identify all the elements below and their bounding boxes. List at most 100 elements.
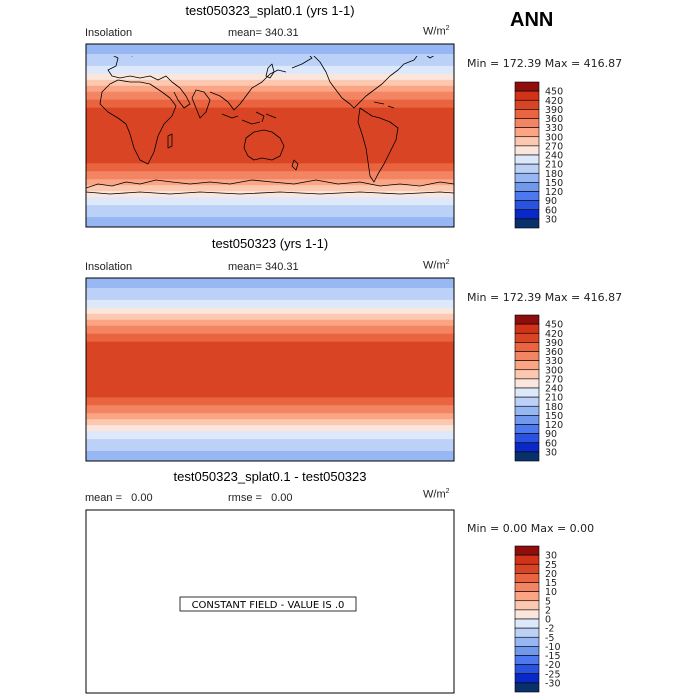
colorbar-label: 450: [545, 320, 563, 331]
insolation-band: [86, 215, 454, 218]
insolation-band: [86, 145, 454, 149]
panel2-units-base: W/m: [423, 259, 446, 272]
colorbar-swatch: [514, 442, 540, 453]
insolation-band: [86, 407, 454, 410]
insolation-band: [86, 67, 454, 71]
insolation-band: [86, 209, 454, 212]
colorbar-label: 420: [545, 329, 563, 340]
panel2-coastlines: [86, 266, 454, 428]
insolation-band: [86, 325, 454, 329]
insolation-band: [86, 175, 454, 178]
season-title: ANN: [510, 9, 554, 31]
colorbar-label: 2: [545, 605, 551, 616]
insolation-band: [86, 123, 454, 127]
insolation-band: [86, 187, 454, 190]
insolation-band: [86, 135, 454, 139]
colorbar-label: 270: [545, 374, 563, 385]
insolation-band: [86, 281, 454, 285]
panel2-units-exp: 2: [445, 259, 450, 266]
colorbar-swatch: [514, 554, 540, 565]
insolation-band: [86, 411, 454, 414]
colorbar-label: 210: [545, 160, 563, 171]
insolation-band: [86, 447, 454, 450]
colorbar-label: -5: [545, 633, 554, 644]
insolation-band: [86, 87, 454, 91]
insolation-band: [86, 419, 454, 422]
insolation-band: [86, 93, 454, 97]
colorbar-swatch: [514, 369, 540, 380]
panel3-mean-label: mean =: [85, 492, 122, 504]
insolation-band: [86, 47, 454, 51]
colorbar-swatch: [514, 609, 540, 620]
insolation-band: [86, 61, 454, 65]
panel2-bands: [86, 278, 454, 461]
insolation-band: [86, 423, 454, 426]
insolation-band: [86, 71, 454, 75]
colorbar-swatch: [514, 182, 540, 192]
insolation-band: [86, 311, 454, 315]
insolation-band: [86, 219, 454, 222]
insolation-band: [86, 333, 454, 337]
insolation-band: [86, 359, 454, 363]
colorbar-swatch: [514, 636, 540, 647]
colorbar-swatch: [514, 433, 540, 444]
insolation-band: [86, 119, 454, 123]
insolation-band: [86, 44, 454, 47]
colorbar-swatch: [514, 323, 540, 334]
insolation-band: [86, 381, 454, 385]
insolation-band: [86, 361, 454, 365]
colorbar-label: 90: [545, 196, 557, 207]
colorbar-swatch: [514, 378, 540, 389]
colorbar-label: 360: [545, 114, 563, 125]
colorbar-swatch: [514, 682, 540, 693]
colorbar-label: 240: [545, 151, 563, 162]
insolation-band: [86, 309, 454, 313]
insolation-band: [86, 57, 454, 61]
panel1-units-exp: 2: [445, 25, 450, 32]
colorbar-swatch: [514, 209, 540, 220]
colorbar-swatch: [514, 387, 540, 398]
panel2-minmax: Min = 172.39 Max = 416.87: [467, 291, 623, 304]
insolation-band: [86, 455, 454, 458]
insolation-band: [86, 385, 454, 388]
insolation-band: [86, 81, 454, 85]
insolation-band: [86, 201, 454, 204]
panel3-units-exp: 2: [445, 488, 450, 495]
insolation-band: [86, 291, 454, 295]
insolation-band: [86, 185, 454, 188]
panel3-frame: [85, 509, 455, 694]
insolation-band: [86, 167, 454, 170]
colorbar-swatch: [514, 591, 540, 602]
insolation-band: [86, 49, 454, 53]
insolation-band: [86, 117, 454, 121]
colorbar-label: 330: [545, 356, 563, 367]
insolation-band: [86, 89, 454, 93]
insolation-band: [86, 53, 454, 57]
insolation-band: [86, 279, 454, 283]
insolation-band: [86, 203, 454, 206]
constant-note-box: [179, 596, 357, 612]
insolation-band: [86, 437, 454, 440]
insolation-band: [86, 207, 454, 210]
insolation-band: [86, 403, 454, 406]
insolation-band: [86, 109, 454, 113]
colorbar-swatch: [514, 573, 540, 583]
insolation-band: [86, 163, 454, 166]
insolation-band: [86, 377, 454, 381]
panel2-mean-label: mean=: [228, 261, 262, 273]
insolation-band: [86, 391, 454, 394]
panel1-minmax: Min = 172.39 Max = 416.87: [467, 57, 623, 70]
insolation-band: [86, 335, 454, 339]
panel1-map: [85, 43, 455, 228]
panel1-colorbar: 4504203903603303002702402101801501209060…: [514, 81, 563, 229]
colorbar-swatch: [514, 600, 540, 611]
insolation-band: [86, 181, 454, 184]
panel1-title: test050323_splat0.1 (yrs 1-1): [185, 3, 355, 18]
colorbar-label: -30: [545, 678, 561, 689]
insolation-band: [86, 451, 454, 454]
colorbar-swatch: [514, 172, 540, 183]
insolation-band: [86, 353, 454, 357]
colorbar-swatch: [514, 405, 540, 416]
insolation-band: [86, 111, 454, 115]
